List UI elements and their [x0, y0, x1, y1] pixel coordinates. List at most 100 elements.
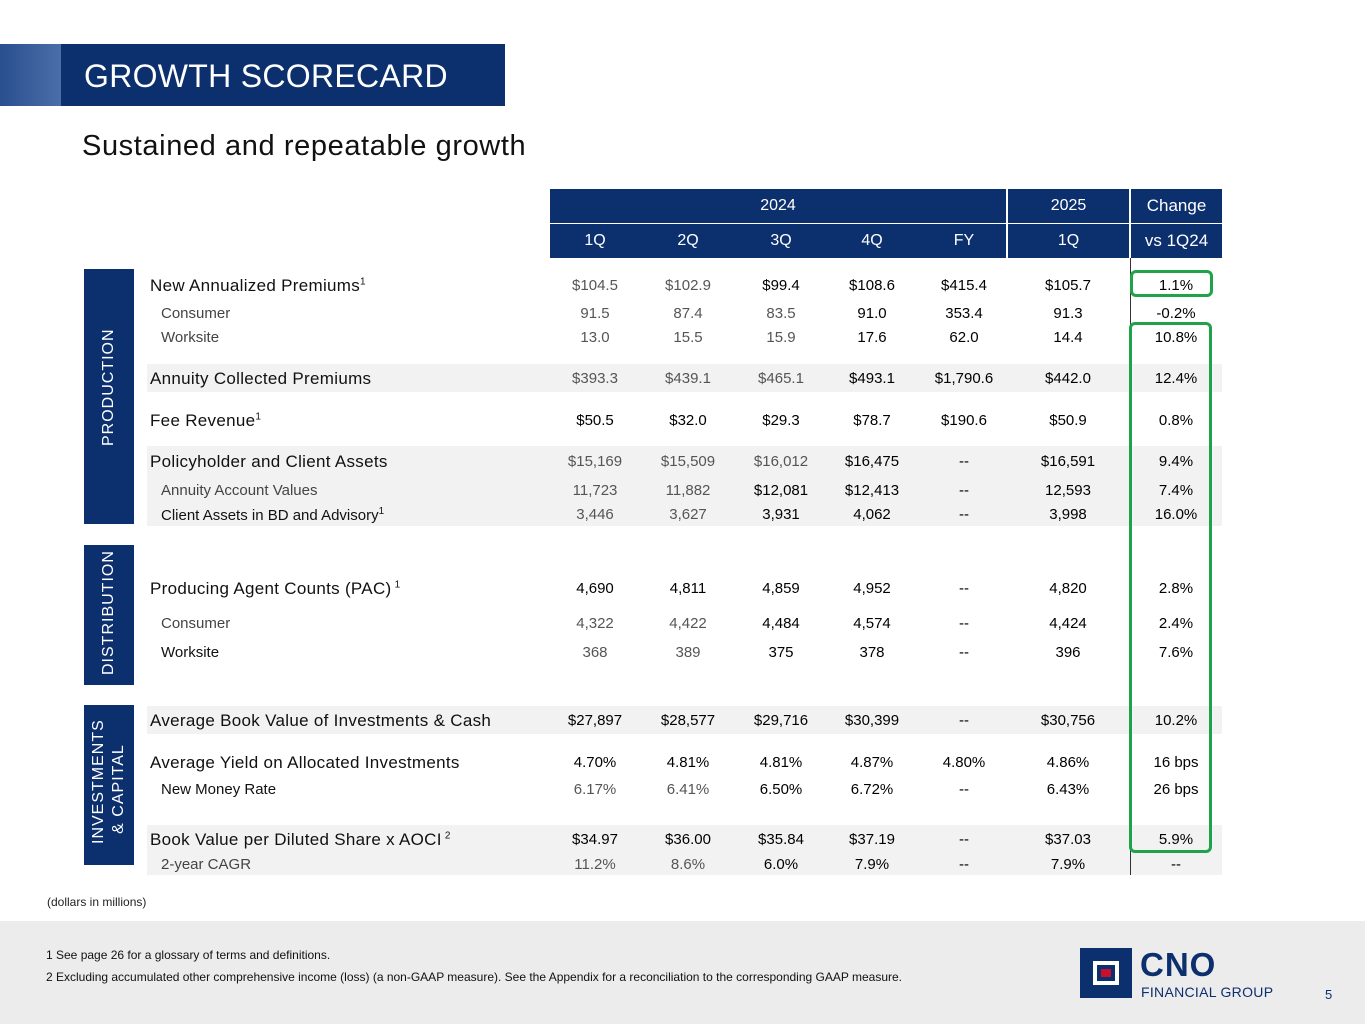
table-cell: 10.8%	[1154, 329, 1198, 346]
table-cell: 1.1%	[1158, 277, 1194, 294]
table-cell: 9.4%	[1158, 453, 1194, 470]
table-cell: 4,690	[576, 580, 614, 597]
row-label: Fee Revenue1	[150, 411, 261, 431]
table-cell: 13.0	[580, 329, 610, 346]
table-cell: 15.9	[766, 329, 796, 346]
footnote-marker: 1	[378, 506, 385, 517]
cno-logo-red-square	[1101, 969, 1111, 977]
row-band-annuity	[147, 364, 1222, 392]
table-cell: 353.4	[945, 305, 983, 322]
table-cell: --	[959, 482, 969, 499]
row-label-text: Consumer	[161, 305, 231, 322]
table-cell: $30,399	[844, 712, 900, 729]
row-label-text: New Money Rate	[161, 781, 277, 798]
section-distribution-label: DISTRIBUTION	[100, 550, 117, 675]
table-cell: 12,593	[1045, 482, 1091, 499]
column-header-vs-1q24: vs 1Q24	[1131, 224, 1222, 258]
table-cell: 3,446	[576, 506, 614, 523]
table-cell: $442.0	[1045, 370, 1091, 387]
table-cell: -0.2%	[1156, 305, 1196, 322]
table-cell: 4,952	[853, 580, 891, 597]
table-cell: $27,897	[567, 712, 623, 729]
table-cell: --	[959, 580, 969, 597]
table-cell: --	[959, 712, 969, 729]
table-cell: 4,422	[669, 615, 707, 632]
table-cell: $34.97	[572, 831, 618, 848]
table-cell: 4.81%	[666, 754, 710, 771]
highlight-nap-change	[1130, 270, 1213, 297]
table-cell: $105.7	[1045, 277, 1091, 294]
table-cell: 83.5	[766, 305, 796, 322]
table-cell: $493.1	[849, 370, 895, 387]
table-cell: 14.4	[1053, 329, 1083, 346]
table-cell: 4,322	[576, 615, 614, 632]
table-cell: $29,716	[753, 712, 809, 729]
page-subtitle: Sustained and repeatable growth	[82, 130, 527, 162]
logo-wordmark: CNO	[1140, 946, 1217, 983]
row-label-text: Annuity Collected Premiums	[150, 369, 372, 388]
table-cell: $12,081	[753, 482, 809, 499]
table-cell: $1,790.6	[934, 370, 994, 387]
table-cell: 7.9%	[1050, 856, 1086, 873]
table-cell: 91.5	[580, 305, 610, 322]
table-cell: $16,475	[844, 453, 900, 470]
footnote-marker: 1	[255, 411, 262, 423]
table-cell: 0.8%	[1158, 412, 1194, 429]
table-cell: 375	[768, 644, 794, 661]
table-cell: 11,882	[665, 482, 711, 499]
row-label-text: Client Assets in BD and Advisory	[161, 507, 379, 524]
table-cell: 396	[1055, 644, 1081, 661]
table-cell: 4.86%	[1046, 754, 1090, 771]
footnote-marker: 1	[391, 579, 401, 591]
table-cell: $30,756	[1040, 712, 1096, 729]
table-cell: 4.80%	[942, 754, 986, 771]
table-cell: 6.17%	[573, 781, 617, 798]
table-cell: $37.19	[849, 831, 895, 848]
table-cell: 7.4%	[1158, 482, 1194, 499]
table-cell: $32.0	[669, 412, 707, 429]
row-label: Average Book Value of Investments & Cash	[150, 711, 491, 731]
column-header-1q-2025: 1Q	[1008, 224, 1129, 258]
row-label: Book Value per Diluted Share x AOCI 2	[150, 830, 451, 850]
row-band-book-value	[147, 706, 1222, 734]
table-cell: --	[959, 615, 969, 632]
table-cell: $78.7	[853, 412, 891, 429]
table-cell: 378	[859, 644, 885, 661]
row-label-text: Consumer	[161, 615, 231, 632]
row-label: Average Yield on Allocated Investments	[150, 753, 460, 773]
table-cell: 4,574	[853, 615, 891, 632]
table-cell: $37.03	[1045, 831, 1091, 848]
table-cell: --	[959, 781, 969, 798]
row-label: Policyholder and Client Assets	[150, 452, 388, 472]
row-label-text: Worksite	[161, 329, 220, 346]
column-header-2q: 2Q	[677, 232, 699, 249]
section-investments	[84, 705, 134, 865]
table-cell: 4,424	[1049, 615, 1087, 632]
table-cell: 17.6	[857, 329, 887, 346]
table-cell: 5.9%	[1158, 831, 1194, 848]
table-cell: $15,509	[660, 453, 716, 470]
table-cell: 11,723	[572, 482, 618, 499]
table-cell: --	[959, 856, 969, 873]
table-cell: 3,627	[669, 506, 707, 523]
table-cell: 6.72%	[850, 781, 894, 798]
row-label-text: Producing Agent Counts (PAC)	[150, 579, 392, 598]
table-cell: 91.3	[1053, 305, 1083, 322]
section-investments-label-line2: & CAPITAL	[110, 744, 127, 834]
table-cell: 6.43%	[1046, 781, 1090, 798]
column-header-change: Change	[1131, 189, 1222, 223]
table-cell: 4,484	[762, 615, 800, 632]
column-header-4q: 4Q	[861, 232, 883, 249]
table-cell: $465.1	[758, 370, 804, 387]
table-cell: 6.41%	[666, 781, 710, 798]
table-cell: 7.9%	[854, 856, 890, 873]
table-cell: $50.9	[1049, 412, 1087, 429]
table-cell: 4.81%	[759, 754, 803, 771]
table-cell: $99.4	[762, 277, 800, 294]
section-investments-label-line1: INVESTMENTS	[90, 719, 107, 844]
section-production-label: PRODUCTION	[100, 328, 117, 446]
table-cell: 3,931	[762, 506, 800, 523]
table-cell: 15.5	[673, 329, 703, 346]
table-cell: --	[959, 831, 969, 848]
table-cell: $108.6	[849, 277, 895, 294]
